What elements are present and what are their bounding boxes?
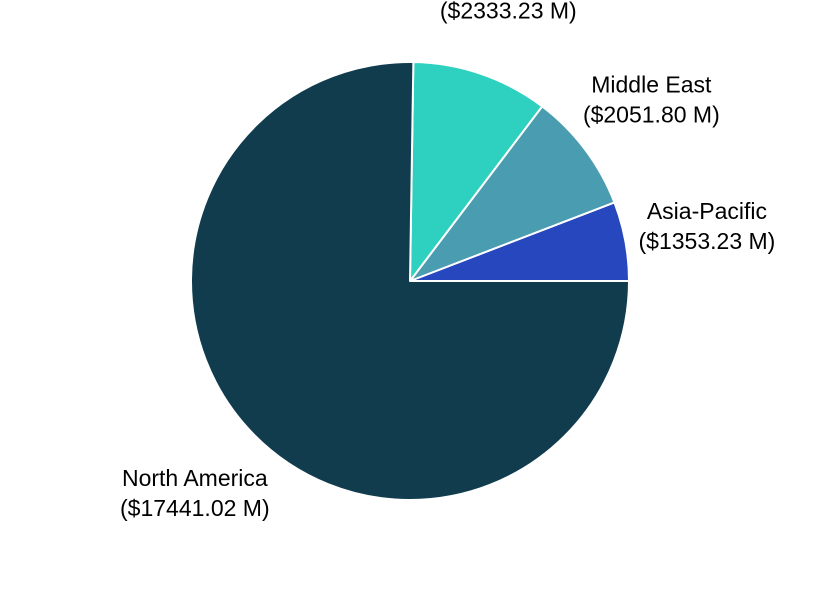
slice-middle-east [409,105,616,282]
slice-value-middle-east: ($2051.80 M) [583,101,720,127]
slice-europe [409,61,544,282]
slice-value-north-america: ($17441.02 M) [120,495,270,521]
slice-north-america [190,61,630,501]
slice-value-europe: ($2333.23 M) [440,0,577,23]
slice-label-middle-east: Middle East [591,71,712,97]
slice-label-asia-pacific: Asia-Pacific [647,198,767,224]
slice-value-asia-pacific: ($1353.23 M) [639,228,776,254]
slice-label-north-america: North America [122,465,268,491]
pie-slices [190,61,630,501]
slice-labels: Asia-Pacific ($1353.23 M) Middle East ($205… [120,0,775,521]
